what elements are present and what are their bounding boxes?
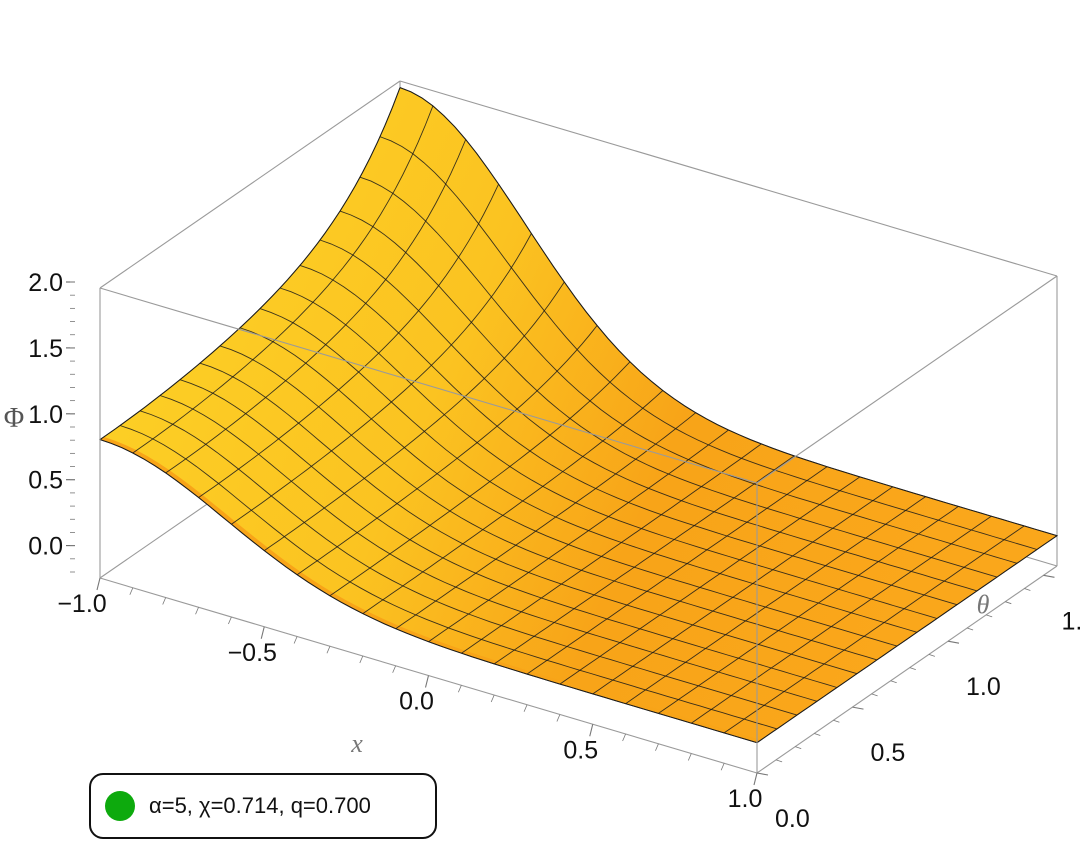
mesh-line-x: [526, 466, 828, 675]
mesh-line-x: [231, 233, 532, 525]
x-tick-mark: [96, 577, 101, 591]
theta-tick-mark: [1005, 601, 1012, 605]
theta-tick-mark: [986, 614, 993, 618]
theta-axis: 0.0 0.5 1.0 1.5: [756, 574, 1080, 833]
box-edge: [99, 80, 401, 289]
theta-tick-mark: [795, 746, 802, 750]
x-axis: −1.0 −0.5 0.0 0.5 1.0: [57, 577, 763, 813]
x-tick-mark: [687, 753, 692, 761]
mesh-line-x: [329, 361, 631, 597]
theta-tick-mark: [775, 759, 783, 763]
x-tick-label: −0.5: [228, 639, 277, 667]
z-tick-label: 1.5: [28, 335, 63, 363]
theta-axis-label: θ: [977, 590, 990, 619]
box-edge: [399, 80, 1058, 277]
mesh-line-x: [592, 486, 894, 695]
x-tick-label: 0.0: [399, 688, 434, 716]
z-tick-label: 1.0: [28, 401, 63, 429]
z-axis: 2.0 1.5 1.0 0.5 0.0: [28, 269, 75, 573]
bounding-box-front: [99, 275, 1058, 774]
mesh-line-x: [198, 183, 500, 498]
theta-tick-mark: [814, 733, 821, 736]
mesh-line-x: [362, 390, 664, 614]
mesh-line-x: [132, 105, 434, 454]
theta-tick-mark: [966, 627, 974, 631]
legend: α=5, χ=0.714, q=0.700: [89, 773, 437, 839]
z-tick-label: 0.5: [28, 467, 63, 495]
legend-marker-dot: [105, 791, 135, 821]
x-tick-label: 1.0: [728, 785, 763, 813]
z-axis-label: Φ: [4, 403, 24, 434]
mesh-line-x: [165, 139, 467, 474]
theta-tick-mark: [833, 719, 840, 723]
mesh-line-x: [461, 443, 762, 654]
mesh-line-x: [559, 476, 861, 685]
x-axis-label: x: [350, 729, 363, 758]
x-tick-mark: [359, 655, 364, 664]
x-tick-mark: [720, 763, 725, 771]
x-tick-mark: [260, 626, 265, 639]
mesh-line-x: [264, 281, 565, 551]
theta-tick-mark: [909, 667, 916, 670]
theta-tick-label: 1.5: [1061, 607, 1080, 635]
mesh-line-x: [428, 429, 729, 643]
theta-tick-label: 1.0: [966, 673, 1001, 701]
x-tick-mark: [424, 675, 430, 688]
box-edge: [99, 287, 758, 484]
mesh-line-x: [625, 496, 926, 705]
box-edge: [756, 565, 1058, 774]
box-edge: [756, 275, 1058, 484]
x-tick-mark: [326, 646, 331, 654]
x-tick-mark: [457, 685, 462, 693]
mesh-line-x: [658, 506, 959, 714]
mesh-line-x: [723, 525, 1025, 734]
mesh-line-x: [493, 455, 795, 665]
mesh-line-x: [395, 412, 696, 630]
theta-tick-mark: [1024, 588, 1031, 591]
x-tick-mark: [655, 743, 659, 751]
theta-tick-mark: [928, 654, 936, 657]
z-tick-label: 0.0: [28, 533, 63, 561]
surface-fill: [100, 87, 1057, 743]
x-tick-mark: [622, 733, 626, 742]
mesh-line-x: [691, 515, 992, 724]
x-tick-mark: [162, 597, 167, 605]
theta-tick-mark: [890, 680, 897, 684]
theta-tick-mark: [852, 706, 864, 710]
x-tick-mark: [490, 694, 495, 703]
mesh-line-x: [296, 325, 598, 576]
x-tick-mark: [129, 587, 134, 595]
x-tick-mark: [556, 714, 561, 722]
x-tick-mark: [293, 636, 298, 644]
x-tick-mark: [589, 724, 594, 737]
theta-tick-mark: [947, 640, 960, 644]
x-tick-mark: [392, 665, 397, 673]
x-tick-mark: [228, 616, 232, 625]
x-tick-mark: [195, 607, 199, 615]
theta-tick-mark: [756, 772, 769, 776]
surface: [98, 87, 1059, 744]
z-tick-label: 2.0: [28, 269, 63, 297]
theta-tick-label: 0.5: [870, 739, 905, 767]
theta-tick-mark: [871, 693, 878, 697]
theta-tick-mark: [1043, 574, 1055, 578]
theta-tick-label: 0.0: [775, 805, 810, 833]
x-tick-label: −1.0: [57, 590, 106, 618]
legend-entry-label: α=5, χ=0.714, q=0.700: [149, 793, 371, 818]
x-tick-mark: [523, 704, 528, 712]
x-tick-mark: [753, 772, 758, 786]
x-tick-label: 0.5: [563, 736, 598, 764]
